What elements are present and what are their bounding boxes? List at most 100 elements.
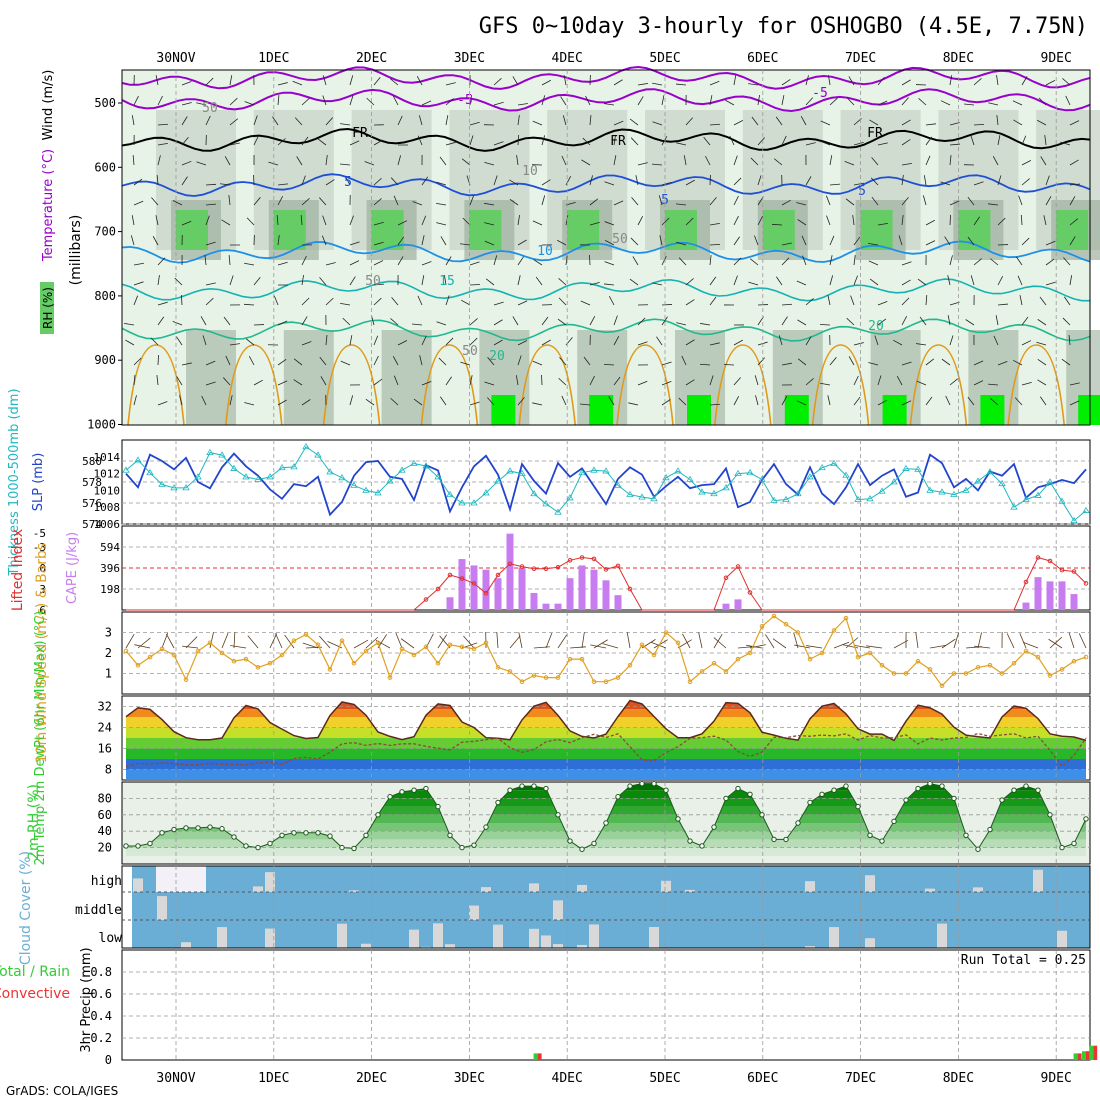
wind-barb: [180, 294, 183, 306]
wind-barb: [925, 123, 936, 126]
cloud-bar: [973, 887, 983, 892]
cloud-bar: [469, 905, 479, 920]
wind-barb: [277, 95, 280, 106]
slp-marker: [458, 499, 466, 506]
wind-barb: [755, 395, 759, 406]
wind-barb: [1021, 159, 1032, 166]
wind-barb: [1062, 78, 1071, 86]
precip-tick-label: 0: [105, 1053, 112, 1067]
wind-speed-marker: [747, 650, 753, 656]
wind-barb: [709, 197, 717, 206]
rh-marker: [1035, 787, 1041, 793]
cloud-bar: [217, 927, 227, 948]
wind-barb: [733, 177, 742, 186]
wind-barb: [157, 142, 168, 146]
wind-speed-marker: [975, 665, 981, 670]
cloud-axis-label: Cloud Cover (%): [18, 851, 34, 965]
wind-barb: [253, 135, 259, 146]
rh-marker: [195, 825, 201, 831]
wind-speed-marker: [987, 663, 993, 668]
slp-marker: [902, 464, 910, 471]
bottom-date-label: 5DEC: [649, 1071, 680, 1086]
wind-speed-marker: [675, 640, 681, 646]
wind-barb: [181, 362, 192, 366]
wind-speed-marker: [831, 628, 837, 633]
run-total-note: Run Total = 0.25: [961, 953, 1086, 968]
wind-barb: [516, 155, 519, 166]
slp-marker: [302, 442, 310, 450]
wind-barb: [947, 315, 951, 326]
wind-barb: [205, 115, 211, 126]
wind-barb: [133, 178, 143, 186]
rh-marker: [1023, 783, 1029, 789]
wind-barb: [757, 357, 766, 366]
wind-barb: [820, 382, 831, 386]
wind-barb: [775, 116, 783, 126]
temp-tick-label: 32: [98, 700, 112, 714]
wind-barb: [725, 99, 735, 106]
precip-total-bar: [1082, 1051, 1086, 1060]
wind-barb: [585, 95, 591, 106]
wind-barb: [509, 635, 521, 649]
wind-barb: [413, 398, 423, 406]
wind-barb: [248, 355, 255, 366]
cape-bar: [1058, 581, 1066, 610]
temp-band: [126, 769, 1086, 780]
wind-barb: [301, 297, 310, 306]
wind-barb: [518, 632, 523, 649]
li-tick-label: -5: [33, 527, 46, 540]
wind-barb: [293, 379, 303, 386]
wind-barb: [412, 323, 423, 326]
wind-barb: [845, 198, 855, 206]
wind-barb: [781, 396, 788, 406]
li-marker: [1071, 569, 1077, 574]
wind-barb: [582, 137, 591, 146]
cloud-bar: [865, 875, 875, 892]
slp-marker: [530, 489, 538, 497]
wind-barb: [133, 95, 139, 106]
rh-marker: [471, 842, 477, 848]
wind-barb: [301, 399, 311, 406]
wind-barb: [319, 277, 327, 286]
wind-barb: [973, 360, 984, 366]
wind-barb: [421, 215, 427, 226]
wind-barb: [421, 275, 425, 286]
slp-marker: [446, 490, 454, 497]
rh-marker: [675, 816, 681, 822]
slp-marker: [770, 496, 778, 503]
rh-marker: [303, 830, 309, 836]
cloud-bar: [529, 883, 539, 892]
wind-barb: [400, 638, 415, 649]
li-marker: [495, 572, 501, 578]
li-marker: [591, 556, 597, 562]
cape-bar: [458, 559, 466, 610]
rh-marker: [951, 795, 957, 802]
wind-barb: [277, 399, 287, 406]
wind-barb: [373, 260, 384, 266]
rh-marker: [171, 826, 177, 833]
wind-barb: [325, 335, 328, 346]
rh-patch: [273, 210, 306, 250]
wind-barb: [545, 632, 553, 649]
wind-barb: [397, 340, 408, 346]
wind-speed-marker: [327, 667, 333, 672]
wind-barb: [417, 135, 423, 146]
thickness-tick-label: 576: [82, 497, 102, 510]
wind-barb: [608, 396, 615, 406]
wind-barb: [661, 304, 673, 306]
slp-marker: [722, 484, 730, 491]
cloud-level-label: high: [91, 874, 122, 889]
cloud-bar: [421, 946, 431, 948]
wind-speed-marker: [555, 675, 561, 680]
pressure-tick-label: 800: [94, 289, 116, 303]
wind-speed-marker: [891, 671, 897, 676]
wind-speed-marker: [639, 642, 645, 648]
cloud-bar: [553, 944, 563, 948]
rh-marker: [243, 843, 249, 849]
slp-marker: [218, 451, 226, 458]
cape-bar: [506, 533, 514, 610]
wind-speed-marker: [699, 669, 705, 674]
wind-barb: [705, 155, 711, 166]
wind-barb: [373, 297, 382, 306]
bottom-date-label: 9DEC: [1041, 1071, 1072, 1086]
